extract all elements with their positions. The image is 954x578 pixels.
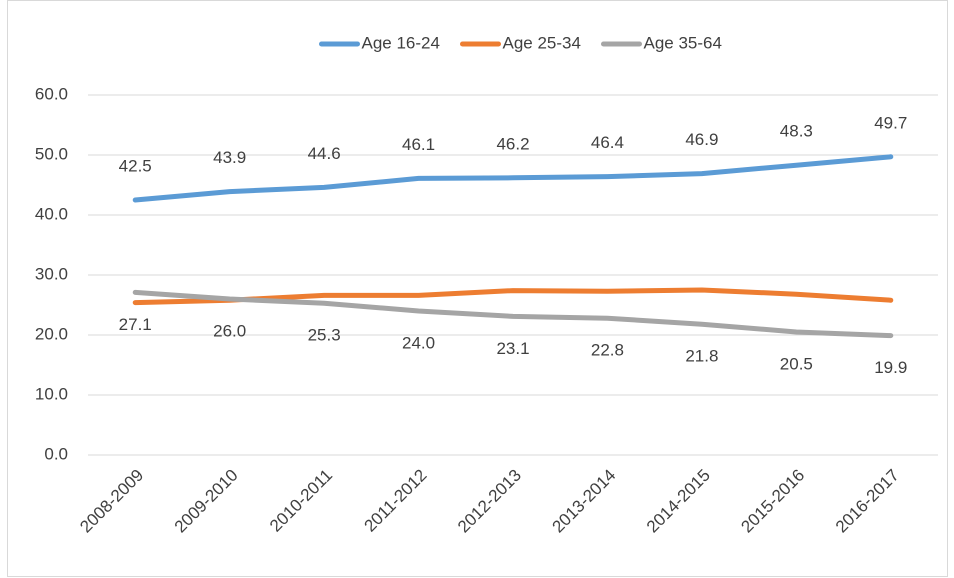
y-tick-label: 30.0 [35, 264, 68, 283]
y-tick-label: 60.0 [35, 84, 68, 103]
data-label: 48.3 [780, 122, 813, 141]
data-label: 24.0 [402, 333, 435, 352]
data-label: 22.8 [591, 341, 624, 360]
data-label: 20.5 [780, 354, 813, 373]
data-label: 42.5 [119, 156, 152, 175]
data-label: 21.8 [685, 347, 718, 366]
data-label: 23.1 [496, 339, 529, 358]
data-label: 26.0 [213, 321, 246, 340]
data-label: 49.7 [874, 113, 907, 132]
data-label: 46.2 [496, 134, 529, 153]
data-label: 46.1 [402, 135, 435, 154]
data-label: 19.9 [874, 358, 907, 377]
y-tick-label: 10.0 [35, 384, 68, 403]
y-tick-label: 50.0 [35, 144, 68, 163]
y-tick-label: 0.0 [44, 444, 68, 463]
data-label: 46.9 [685, 130, 718, 149]
data-label: 27.1 [119, 315, 152, 334]
data-label: 46.4 [591, 133, 624, 152]
legend-label: Age 16-24 [362, 33, 440, 52]
legend-label: Age 25-34 [503, 33, 581, 52]
chart-border [7, 0, 948, 577]
y-tick-label: 40.0 [35, 204, 68, 223]
data-label: 44.6 [308, 144, 341, 163]
line [132, 154, 894, 203]
y-tick-label: 20.0 [35, 324, 68, 343]
data-label: 43.9 [213, 148, 246, 167]
legend-label: Age 35-64 [644, 33, 722, 52]
data-label: 25.3 [308, 326, 341, 345]
line [132, 289, 894, 339]
